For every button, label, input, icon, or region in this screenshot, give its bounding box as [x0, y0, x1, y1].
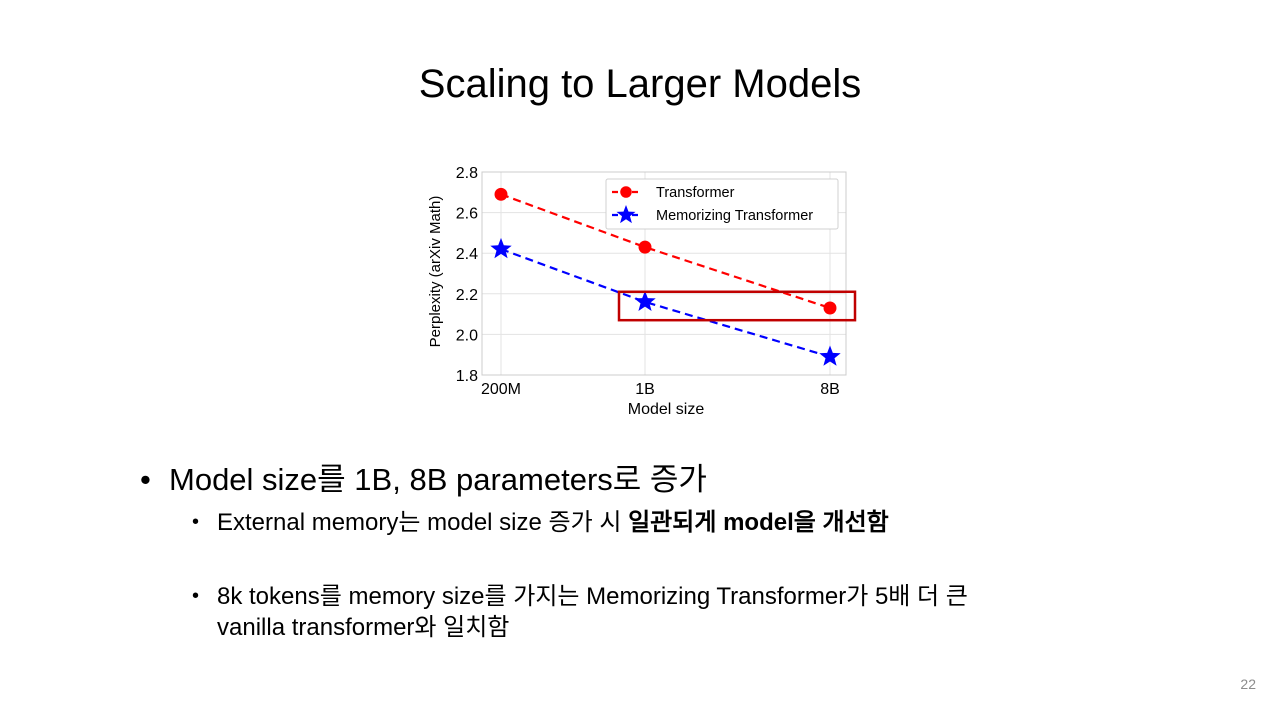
series-0-point-0	[494, 187, 508, 201]
x-axis-label: Model size	[628, 401, 705, 418]
series-1-point-1	[634, 290, 656, 311]
y-tick-0: 1.8	[456, 368, 478, 385]
page-number: 22	[1240, 676, 1256, 692]
bullet-sub-2: 8k tokens를 memory size를 가지는 Memorizing T…	[140, 581, 1140, 643]
series-1-point-0	[490, 237, 512, 259]
series-1-point-2	[819, 345, 841, 366]
y-tick-3: 2.4	[456, 246, 478, 263]
y-tick-2: 2.2	[456, 287, 478, 304]
legend-frame	[605, 178, 839, 230]
y-tick-labels: 1.8 2.0 2.2 2.4 2.6 2.8	[456, 165, 478, 385]
legend-label-1: Memorizing Transformer	[656, 208, 813, 224]
bullet-list: Model size를 1B, 8B parameters로 증가 Extern…	[140, 460, 1140, 643]
bullet-sub-1-text: External memory는 model size 증가 시	[217, 509, 629, 536]
y-tick-1: 2.0	[456, 327, 478, 344]
plot-frame	[481, 171, 847, 376]
slide-title: Scaling to Larger Models	[418, 62, 862, 106]
x-tick-2: 8B	[820, 381, 840, 398]
y-axis-label: Perplexity (arXiv Math)	[427, 196, 444, 348]
bullet-sub-1: External memory는 model size 증가 시 일관되게 mo…	[140, 507, 1140, 538]
legend-items: Transformer Memorizing Transformer	[612, 185, 813, 224]
legend-marker-0	[620, 186, 632, 198]
y-tick-4: 2.6	[456, 206, 478, 223]
series-0-point-1	[638, 240, 652, 254]
x-tick-1: 1B	[635, 381, 655, 398]
y-tick-5: 2.8	[456, 165, 478, 182]
highlight-box	[617, 290, 857, 322]
x-tick-0: 200M	[481, 381, 521, 398]
perplexity-chart: 1.8 2.0 2.2 2.4 2.6 2.8 200M 1B 8B Model size P…	[427, 165, 857, 418]
bullet-sub-2-line-1: 8k tokens를 memory size를 가지는 Memorizing T…	[217, 583, 968, 610]
bullet-main: Model size를 1B, 8B parameters로 증가	[140, 460, 1140, 500]
legend-marker-1	[616, 205, 636, 224]
legend-label-0: Transformer	[656, 185, 735, 201]
bullet-sub-2-line-2: vanilla transformer와 일치함	[217, 614, 510, 641]
bullet-sub-1-bold: 일관되게 model을 개선함	[628, 509, 889, 536]
series-line-1	[500, 248, 831, 358]
series-0-point-2	[823, 301, 837, 315]
x-tick-labels: 200M 1B 8B	[481, 381, 840, 398]
legend: Transformer Memorizing Transformer	[605, 178, 839, 230]
series-layer	[490, 187, 841, 366]
